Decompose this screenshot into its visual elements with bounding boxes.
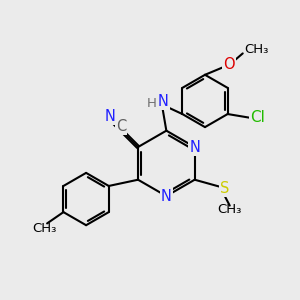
Text: CH₃: CH₃ bbox=[218, 202, 242, 216]
Text: C: C bbox=[116, 119, 126, 134]
Text: N: N bbox=[158, 94, 169, 109]
Text: CH₃: CH₃ bbox=[32, 222, 57, 235]
Text: O: O bbox=[224, 57, 235, 72]
Text: S: S bbox=[220, 181, 229, 196]
Text: N: N bbox=[161, 189, 172, 204]
Text: CH₃: CH₃ bbox=[244, 43, 268, 56]
Text: H: H bbox=[146, 97, 156, 110]
Text: Cl: Cl bbox=[250, 110, 265, 125]
Text: N: N bbox=[104, 109, 115, 124]
Text: N: N bbox=[189, 140, 200, 154]
